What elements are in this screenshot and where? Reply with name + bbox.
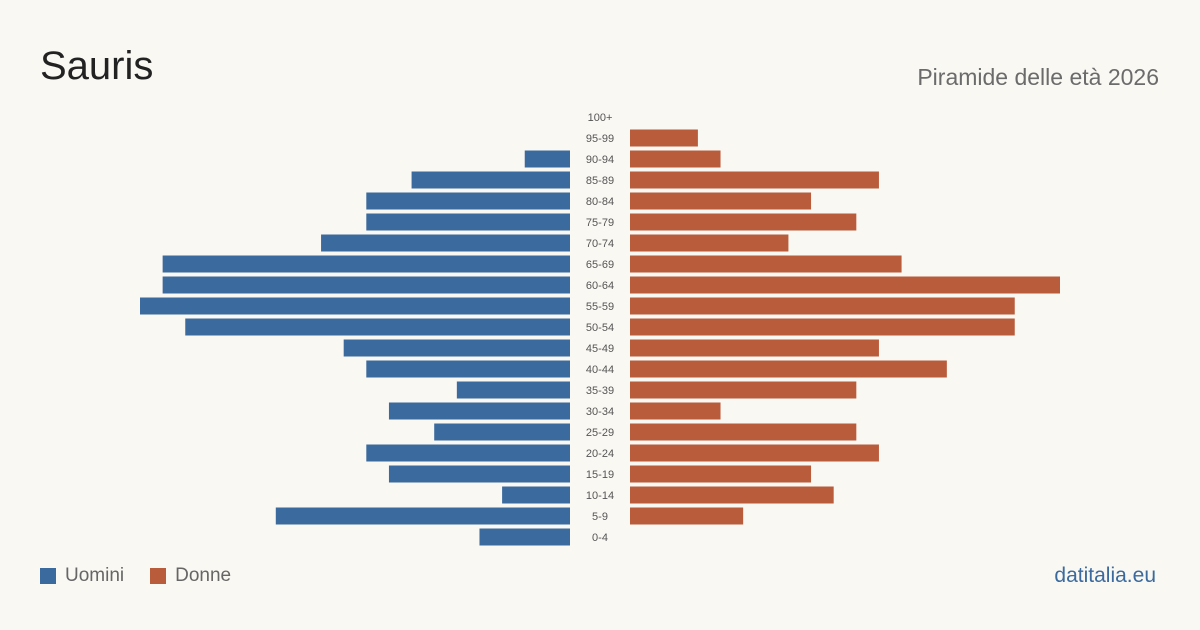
age-label-30-34: 30-34 — [586, 406, 614, 418]
legend-item-men: Uomini — [40, 565, 124, 587]
age-label-95-99: 95-99 — [586, 133, 614, 145]
bar-men-60-64 — [162, 276, 570, 294]
legend-swatch-women — [150, 568, 167, 584]
bar-women-45-49 — [630, 339, 879, 357]
age-label-100plus: 100+ — [588, 112, 613, 124]
age-label-35-39: 35-39 — [586, 385, 614, 397]
age-label-55-59: 55-59 — [586, 301, 614, 313]
brand-link[interactable]: datitalia.eu — [1054, 564, 1156, 587]
bar-men-35-39 — [456, 381, 570, 399]
age-label-50-54: 50-54 — [586, 322, 614, 334]
bar-men-0-4 — [479, 528, 570, 546]
bar-women-35-39 — [630, 381, 857, 399]
bar-men-10-14 — [502, 486, 570, 504]
legend-swatch-men — [40, 568, 56, 584]
bar-women-55-59 — [630, 297, 1015, 315]
bar-women-95-99 — [630, 129, 698, 147]
bar-women-60-64 — [630, 276, 1060, 294]
age-label-25-29: 25-29 — [586, 427, 614, 439]
bar-men-20-24 — [366, 444, 570, 462]
age-label-40-44: 40-44 — [586, 364, 614, 376]
age-label-70-74: 70-74 — [586, 238, 614, 250]
legend-label-men: Uomini — [65, 565, 125, 586]
bar-women-70-74 — [630, 234, 789, 252]
bar-women-75-79 — [630, 213, 857, 231]
bar-women-85-89 — [630, 171, 879, 189]
bar-men-5-9 — [275, 507, 570, 525]
bar-women-20-24 — [630, 444, 879, 462]
bar-men-25-29 — [434, 423, 570, 441]
legend: Uomini Donne — [40, 565, 257, 587]
bar-men-90-94 — [524, 150, 570, 168]
bar-men-80-84 — [366, 192, 570, 210]
bar-women-50-54 — [630, 318, 1015, 336]
bar-men-40-44 — [366, 360, 570, 378]
bar-men-30-34 — [388, 402, 570, 420]
bar-women-15-19 — [630, 465, 812, 483]
bar-women-30-34 — [630, 402, 721, 420]
age-label-20-24: 20-24 — [586, 448, 614, 460]
age-label-85-89: 85-89 — [586, 175, 614, 187]
bar-men-15-19 — [388, 465, 570, 483]
legend-label-women: Donne — [175, 565, 232, 586]
age-label-15-19: 15-19 — [586, 469, 614, 481]
bar-men-65-69 — [162, 255, 570, 273]
age-label-5-9: 5-9 — [592, 511, 608, 523]
bar-women-25-29 — [630, 423, 857, 441]
bar-women-80-84 — [630, 192, 812, 210]
age-label-75-79: 75-79 — [586, 217, 614, 229]
bar-women-65-69 — [630, 255, 902, 273]
bar-men-45-49 — [343, 339, 570, 357]
age-label-45-49: 45-49 — [586, 343, 614, 355]
age-label-90-94: 90-94 — [586, 154, 614, 166]
bar-men-85-89 — [411, 171, 570, 189]
page-title: Sauris — [40, 44, 154, 88]
age-label-65-69: 65-69 — [586, 259, 614, 271]
bar-men-75-79 — [366, 213, 570, 231]
bar-men-70-74 — [321, 234, 570, 252]
bar-men-55-59 — [140, 297, 570, 315]
age-label-60-64: 60-64 — [586, 280, 614, 292]
bar-men-50-54 — [185, 318, 570, 336]
legend-item-women: Donne — [150, 565, 231, 587]
chart-subtitle: Piramide delle età 2026 — [917, 64, 1159, 90]
age-label-80-84: 80-84 — [586, 196, 614, 208]
bar-women-10-14 — [630, 486, 834, 504]
bar-women-40-44 — [630, 360, 947, 378]
bar-women-90-94 — [630, 150, 721, 168]
bar-women-5-9 — [630, 507, 744, 525]
age-label-0-4: 0-4 — [592, 532, 608, 544]
age-label-10-14: 10-14 — [586, 490, 614, 502]
